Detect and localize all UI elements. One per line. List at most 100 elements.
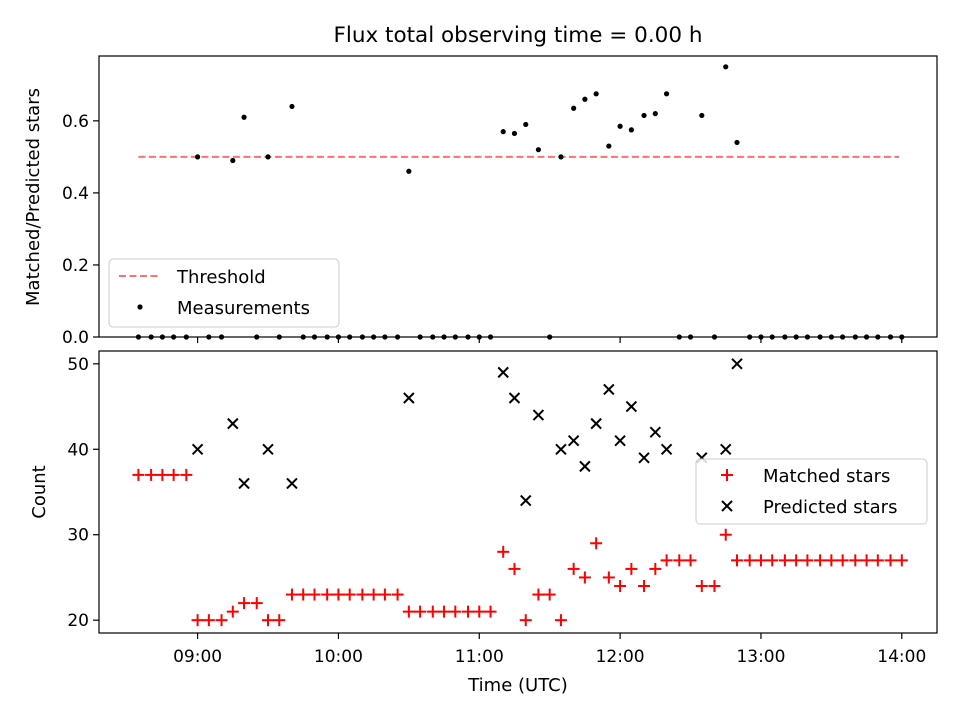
predicted-star-point bbox=[590, 417, 602, 430]
predicted-star-point bbox=[638, 452, 650, 464]
matched-star-point bbox=[590, 537, 603, 550]
matched-star-point bbox=[578, 571, 591, 584]
ratio-y-tick-label: 0.6 bbox=[62, 112, 89, 132]
matched-star-point bbox=[743, 554, 756, 567]
matched-star-point bbox=[473, 605, 486, 618]
measurement-point bbox=[511, 130, 518, 137]
ratio-y-axis: 0.0 0.2 0.4 0.6 bbox=[62, 112, 99, 348]
matched-star-point bbox=[673, 554, 686, 567]
ratio-y-tick-label: 0.0 bbox=[62, 328, 89, 348]
matched-star-point bbox=[226, 605, 239, 618]
matched-star-point bbox=[778, 554, 791, 567]
count-x-tick-label: 13:00 bbox=[736, 647, 785, 667]
count-y-axis: 20 30 40 50 bbox=[67, 355, 99, 631]
measurement-point bbox=[230, 157, 236, 164]
predicted-star-point bbox=[497, 366, 509, 379]
matched-star-point bbox=[402, 605, 415, 618]
ratio-plot-area bbox=[135, 64, 905, 340]
count-x-tick-label: 12:00 bbox=[596, 647, 645, 667]
matched-star-point bbox=[884, 554, 897, 567]
measurement-point bbox=[571, 105, 577, 111]
legend-measurements-label: Measurements bbox=[177, 298, 310, 319]
matched-star-point bbox=[860, 554, 873, 567]
matched-star-point bbox=[484, 605, 497, 618]
matched-star-point bbox=[554, 614, 567, 627]
matched-star-point bbox=[414, 605, 427, 618]
legend-matched-label: Matched stars bbox=[763, 466, 890, 487]
matched-star-point bbox=[497, 545, 510, 558]
matched-star-point bbox=[356, 588, 369, 601]
count-y-tick-label: 50 bbox=[67, 355, 89, 375]
matched-star-point bbox=[754, 554, 767, 567]
matched-star-point bbox=[297, 588, 310, 601]
matched-star-point bbox=[766, 554, 779, 567]
ratio-legend: Threshold Measurements bbox=[108, 258, 340, 328]
matched-star-point bbox=[825, 554, 838, 567]
predicted-star-point bbox=[238, 477, 250, 490]
matched-star-point bbox=[438, 605, 451, 618]
measurement-point bbox=[523, 121, 529, 128]
matched-star-point bbox=[849, 554, 862, 567]
predicted-star-point bbox=[720, 443, 732, 455]
count-x-tick-label: 11:00 bbox=[455, 647, 504, 667]
predicted-star-point bbox=[520, 494, 532, 507]
matched-star-point bbox=[391, 588, 404, 601]
count-y-tick-label: 20 bbox=[67, 611, 89, 631]
chart-title: Flux total observing time = 0.00 h bbox=[334, 23, 703, 48]
count-legend-box bbox=[695, 458, 928, 525]
measurement-point bbox=[652, 111, 658, 117]
matched-star-point bbox=[801, 554, 814, 567]
matched-star-point bbox=[602, 571, 615, 584]
matched-star-point bbox=[708, 580, 721, 592]
legend-threshold-label: Threshold bbox=[176, 267, 266, 288]
matched-star-point bbox=[543, 588, 556, 601]
predicted-star-point bbox=[625, 400, 638, 413]
legend-matched-swatch bbox=[721, 469, 733, 481]
predicted-star-point bbox=[555, 443, 567, 455]
matched-star-point bbox=[215, 614, 228, 627]
count-y-tick-label: 30 bbox=[67, 526, 89, 546]
matched-star-point bbox=[156, 468, 169, 481]
matched-star-point bbox=[532, 588, 545, 601]
measurement-point bbox=[194, 154, 201, 160]
matched-star-point bbox=[262, 614, 275, 627]
matched-star-point bbox=[180, 468, 193, 481]
matched-star-point bbox=[462, 605, 475, 618]
measurement-point bbox=[734, 139, 740, 146]
matched-star-point bbox=[719, 528, 732, 541]
measurement-point bbox=[289, 103, 295, 110]
ratio-axes-frame bbox=[98, 55, 938, 338]
matched-star-point bbox=[343, 588, 356, 601]
matched-star-point bbox=[731, 554, 744, 567]
predicted-star-point bbox=[603, 383, 615, 396]
predicted-star-point bbox=[191, 443, 204, 455]
matched-star-point bbox=[836, 554, 849, 567]
matched-star-point bbox=[625, 562, 638, 575]
ratio-legend-box bbox=[108, 258, 340, 328]
legend-predicted-label: Predicted stars bbox=[763, 497, 897, 518]
matched-star-point bbox=[191, 614, 204, 627]
predicted-star-point bbox=[731, 358, 743, 370]
matched-star-point bbox=[202, 614, 215, 627]
measurement-point bbox=[593, 91, 599, 97]
measurement-point bbox=[535, 147, 542, 153]
measurement-point bbox=[406, 168, 412, 174]
measurement-point bbox=[723, 64, 729, 70]
matched-star-point bbox=[321, 588, 334, 601]
matched-star-point bbox=[273, 614, 286, 627]
matched-star-point bbox=[567, 562, 580, 575]
measurement-point bbox=[500, 129, 506, 135]
measurement-point bbox=[582, 96, 588, 102]
ratio-x-axis bbox=[196, 337, 903, 343]
matched-star-point bbox=[238, 597, 251, 610]
matched-star-point bbox=[814, 554, 827, 567]
legend-predicted-swatch bbox=[721, 500, 733, 512]
matched-star-point bbox=[790, 554, 803, 567]
predicted-star-point bbox=[286, 477, 298, 490]
predicted-star-point bbox=[227, 417, 239, 430]
measurement-point bbox=[558, 154, 564, 160]
ratio-y-axis-label: Matched/Predicted stars bbox=[23, 88, 44, 306]
measurement-point bbox=[641, 112, 647, 119]
ratio-y-tick-label: 0.2 bbox=[62, 256, 89, 276]
